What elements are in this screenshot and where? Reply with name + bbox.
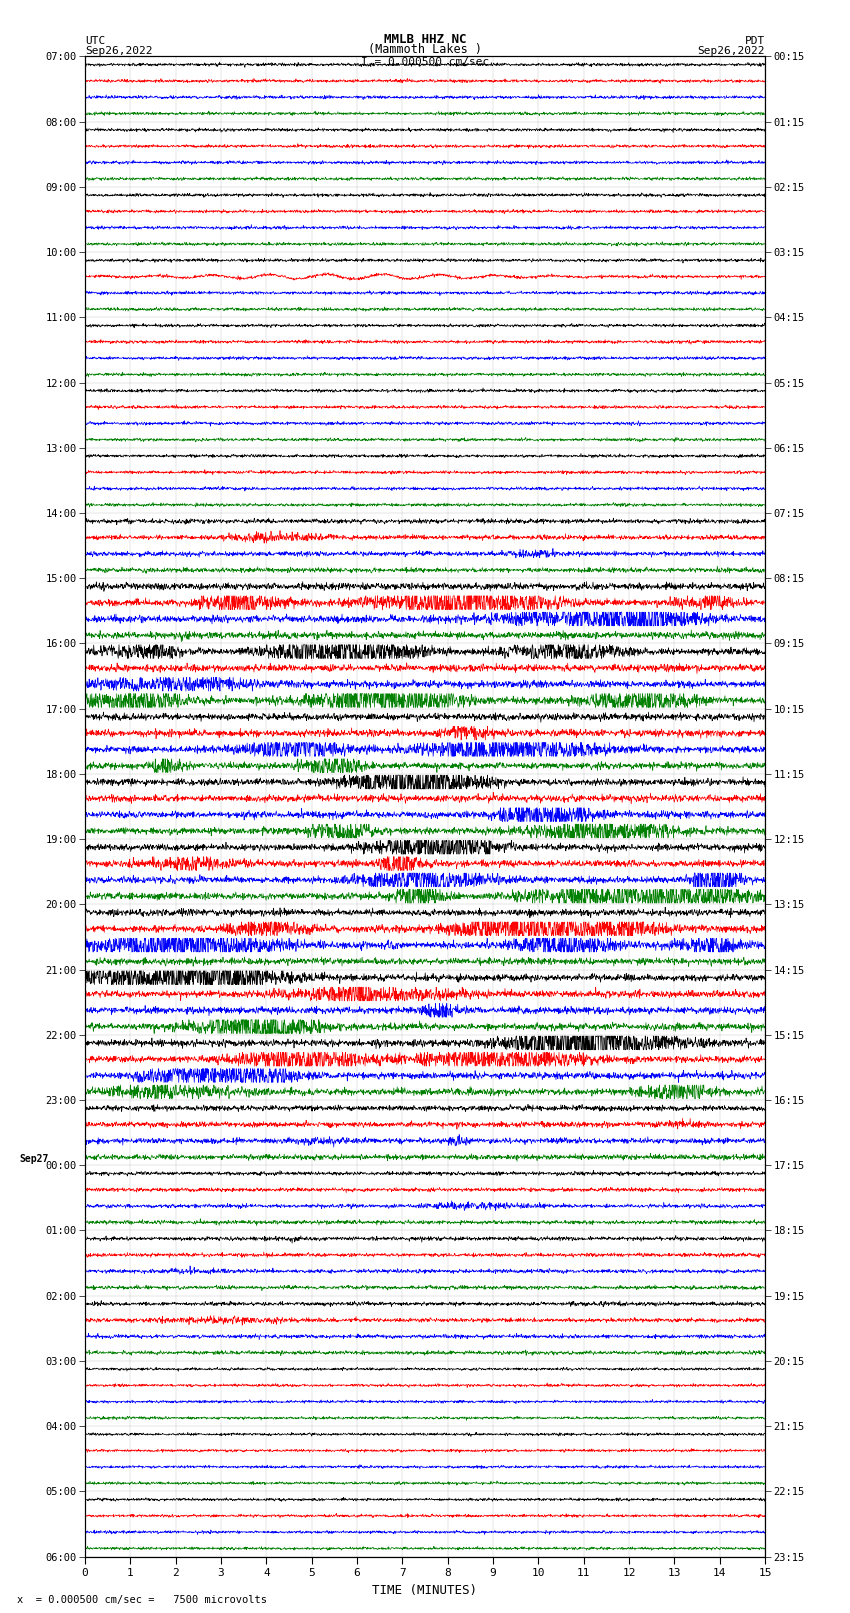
X-axis label: TIME (MINUTES): TIME (MINUTES) <box>372 1584 478 1597</box>
Text: (Mammoth Lakes ): (Mammoth Lakes ) <box>368 44 482 56</box>
Text: I = 0.000500 cm/sec: I = 0.000500 cm/sec <box>361 56 489 68</box>
Text: x  = 0.000500 cm/sec =   7500 microvolts: x = 0.000500 cm/sec = 7500 microvolts <box>17 1595 267 1605</box>
Text: UTC: UTC <box>85 35 105 45</box>
Text: MMLB HHZ NC: MMLB HHZ NC <box>383 32 467 45</box>
Text: Sep27: Sep27 <box>20 1153 48 1163</box>
Text: Sep26,2022: Sep26,2022 <box>85 47 152 56</box>
Text: Sep26,2022: Sep26,2022 <box>698 47 765 56</box>
Text: PDT: PDT <box>745 35 765 45</box>
